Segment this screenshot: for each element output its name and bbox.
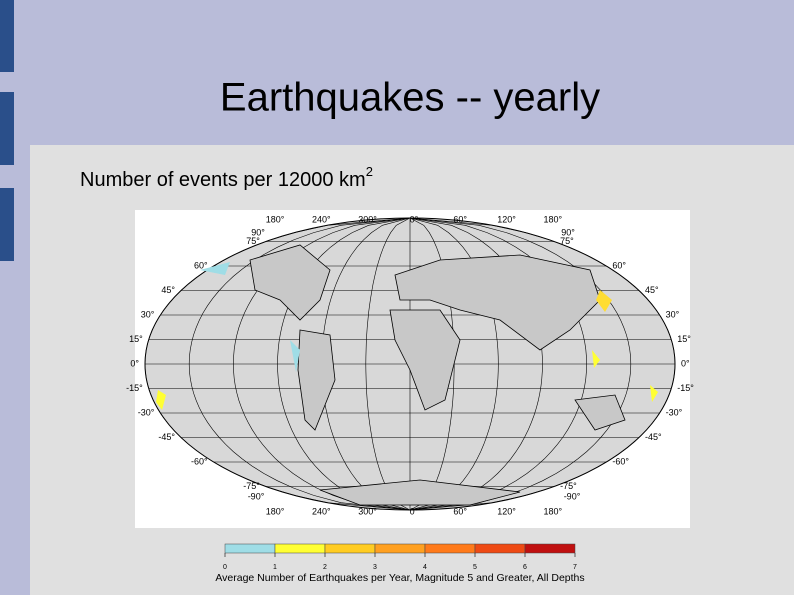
lat-label: -15° [126, 383, 143, 393]
meridian [365, 217, 411, 511]
seismic-zone [290, 340, 300, 372]
lat-label: -30° [138, 407, 155, 417]
meridian [188, 217, 411, 511]
colorbar-tick-label: 2 [323, 564, 327, 571]
lon-label: 300° [358, 506, 377, 516]
lon-label: 120° [497, 506, 516, 516]
colorbar-segment [374, 543, 426, 554]
lat-label: 75° [560, 236, 574, 246]
seismic-zone [592, 350, 600, 368]
lat-label: -45° [158, 432, 175, 442]
lon-label: 60° [453, 214, 467, 224]
colorbar-segment [224, 543, 276, 554]
lon-label: 180° [266, 506, 285, 516]
pole-label: -90° [564, 491, 581, 501]
lat-label: 30° [141, 309, 155, 319]
lon-label: 240° [312, 506, 331, 516]
meridian [409, 217, 676, 511]
colorbar-tick-label: 5 [473, 564, 477, 571]
pole-label: 90° [251, 227, 265, 237]
lat-label: 60° [194, 260, 208, 270]
land [394, 254, 601, 351]
lat-label: -75° [243, 481, 260, 491]
lat-label: -60° [191, 456, 208, 466]
lat-label: -30° [666, 407, 683, 417]
lat-label: 15° [129, 334, 143, 344]
side-bar [0, 92, 14, 165]
lon-label: 120° [497, 214, 516, 224]
side-bar [0, 188, 14, 261]
lat-label: 0° [130, 358, 139, 368]
seismic-zone [650, 385, 658, 402]
colorbar-tick-label: 1 [273, 564, 277, 571]
map: 75° 75° 60° 60° 45° 45° 30° 30° 15° 15° 0° 0° -15° -1… [126, 214, 694, 516]
colorbar-tick-label: 0 [223, 564, 227, 571]
lat-label: 45° [645, 285, 659, 295]
lon-label: 60° [453, 506, 467, 516]
lon-label: 0° [410, 214, 419, 224]
side-bar [0, 0, 14, 72]
lat-label: -60° [612, 456, 629, 466]
subtitle-superscript: 2 [366, 164, 373, 179]
pole-label: -90° [248, 491, 265, 501]
lat-label: -75° [560, 481, 577, 491]
colorbar-segment [524, 543, 576, 554]
lat-label: 75° [246, 236, 260, 246]
colorbar-caption: Average Number of Earthquakes per Year, … [215, 572, 584, 584]
colorbar-tick-label: 3 [373, 564, 377, 571]
colorbar-tick-label: 7 [573, 564, 577, 571]
lat-label: 30° [666, 309, 680, 319]
slide-title: Earthquakes -- yearly [220, 76, 600, 120]
lon-label: 180° [266, 214, 285, 224]
colorbar-tick-label: 6 [523, 564, 527, 571]
land [389, 309, 461, 411]
lon-label: 180° [543, 214, 562, 224]
colorbar-segment [424, 543, 476, 554]
lat-label: 60° [612, 260, 626, 270]
seismic-zone [156, 390, 166, 410]
subtitle-text: Number of events per 12000 km [80, 169, 366, 191]
subtitle: Number of events per 12000 km2 [80, 164, 373, 191]
lat-label: 0° [681, 358, 690, 368]
colorbar-segment [274, 543, 326, 554]
colorbar-segment [324, 543, 376, 554]
lat-label: -15° [677, 383, 694, 393]
lon-label: 240° [312, 214, 331, 224]
land [249, 244, 331, 321]
colorbar-segment [474, 543, 526, 554]
lat-label: -45° [645, 432, 662, 442]
lat-label: 15° [677, 334, 691, 344]
land [319, 479, 521, 506]
land [574, 394, 626, 431]
pole-label: 90° [561, 227, 575, 237]
lon-label: 0° [410, 506, 419, 516]
seismic-zone [200, 262, 230, 275]
lon-label: 300° [358, 214, 377, 224]
seismic-zone [596, 290, 612, 312]
lat-label: 45° [161, 285, 175, 295]
colorbar-tick-label: 4 [423, 564, 427, 571]
land [297, 329, 336, 431]
lon-label: 180° [543, 506, 562, 516]
